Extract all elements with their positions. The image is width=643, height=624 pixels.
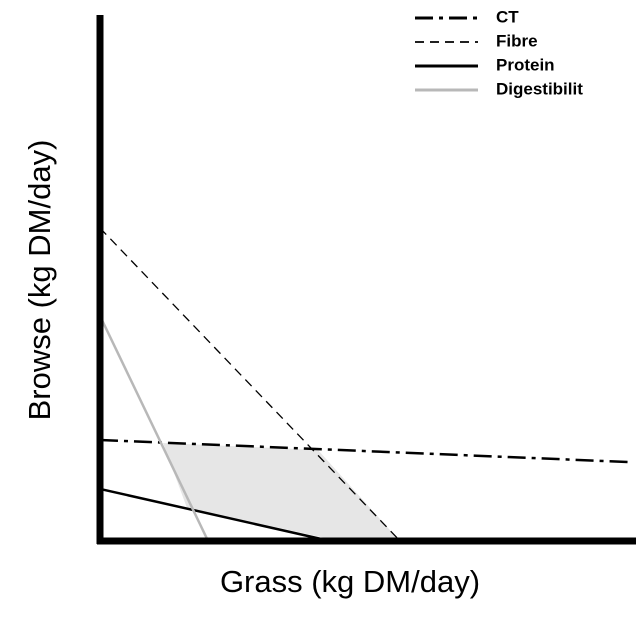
legend: CT Fibre Protein Digestibilit: [415, 7, 583, 98]
plot-lines: [98, 227, 630, 543]
legend-label: Digestibilit: [496, 79, 583, 98]
series-line: [99, 438, 630, 464]
legend-label: Protein: [496, 55, 555, 74]
series-line: [99, 227, 401, 542]
x-axis-label: Grass (kg DM/day): [220, 564, 480, 599]
legend-label: Fibre: [496, 31, 538, 50]
feasible-region: [163, 443, 398, 539]
y-axis-label: Browse (kg DM/day): [22, 140, 57, 421]
series-line: [98, 315, 210, 542]
series-line: [99, 487, 331, 543]
legend-label: CT: [496, 7, 519, 26]
